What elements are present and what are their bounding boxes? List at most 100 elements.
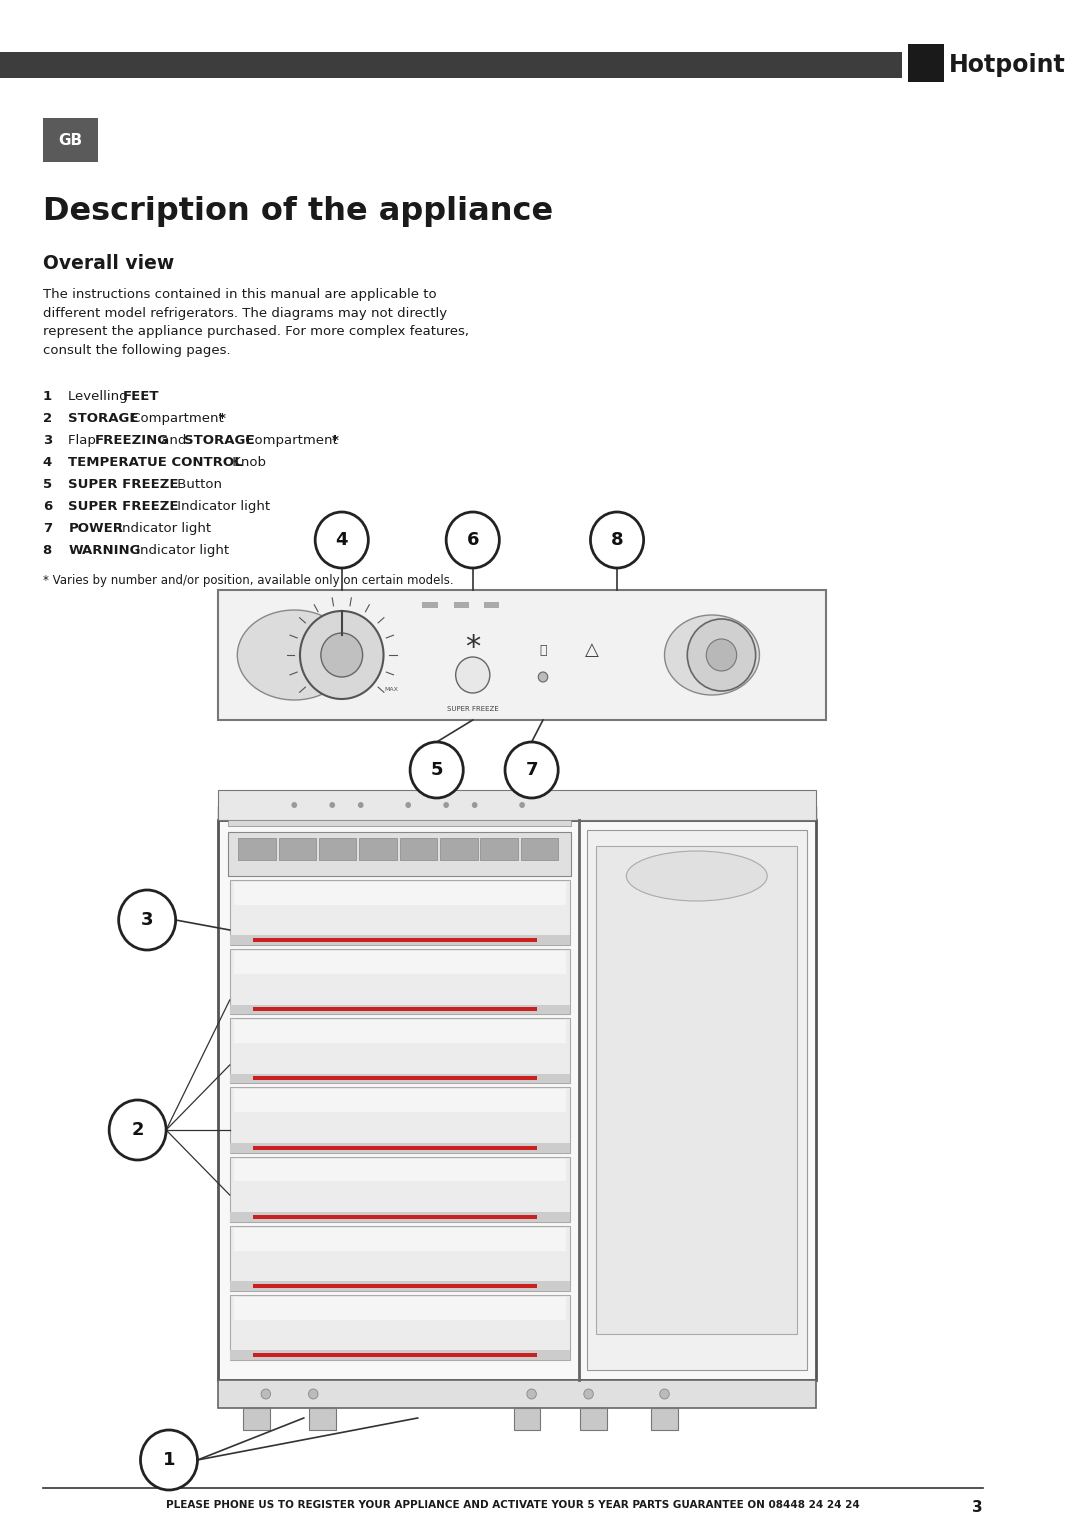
Text: Flap: Flap — [68, 434, 100, 448]
Bar — [218, 790, 816, 821]
Text: MAX: MAX — [384, 688, 399, 692]
Bar — [233, 950, 566, 973]
Circle shape — [292, 802, 297, 808]
Circle shape — [527, 1389, 537, 1400]
Bar — [514, 1407, 540, 1430]
Bar — [228, 821, 571, 827]
Text: *: * — [465, 633, 481, 662]
Text: SUPER FREEZE: SUPER FREEZE — [447, 706, 499, 712]
Bar — [0, 52, 902, 78]
Bar — [230, 1004, 569, 1015]
Circle shape — [584, 1389, 593, 1400]
Bar — [230, 1143, 569, 1152]
Bar — [651, 1407, 678, 1430]
Bar — [253, 1284, 538, 1288]
Bar — [233, 1227, 566, 1250]
Bar — [233, 882, 566, 905]
Circle shape — [591, 512, 644, 568]
Text: FEET: FEET — [122, 390, 159, 403]
Bar — [230, 1074, 569, 1083]
Circle shape — [315, 512, 368, 568]
Bar — [454, 602, 469, 608]
Ellipse shape — [664, 614, 759, 695]
Circle shape — [261, 1389, 271, 1400]
Bar — [319, 837, 356, 860]
Text: 4: 4 — [43, 455, 52, 469]
Bar — [484, 602, 499, 608]
Bar — [521, 837, 558, 860]
Bar — [440, 837, 477, 860]
Text: 5: 5 — [43, 478, 52, 490]
Bar — [233, 1158, 566, 1181]
Circle shape — [321, 633, 363, 677]
Bar — [310, 1407, 336, 1430]
Circle shape — [706, 639, 737, 671]
Text: 1: 1 — [43, 390, 52, 403]
Text: Levelling: Levelling — [68, 390, 132, 403]
Circle shape — [109, 1100, 166, 1160]
Text: 2: 2 — [43, 413, 52, 425]
Circle shape — [505, 743, 558, 798]
Bar — [230, 1088, 569, 1152]
Text: SUPER FREEZE: SUPER FREEZE — [68, 478, 179, 490]
Text: *: * — [333, 434, 339, 448]
Ellipse shape — [626, 851, 767, 902]
Text: STORAGE: STORAGE — [185, 434, 255, 448]
Circle shape — [660, 1389, 670, 1400]
Bar — [253, 1146, 538, 1149]
Bar — [481, 837, 517, 860]
Text: POWER: POWER — [68, 523, 123, 535]
Text: 4: 4 — [336, 532, 348, 549]
Bar — [239, 837, 275, 860]
Bar — [230, 949, 569, 1015]
Bar — [253, 938, 538, 943]
Circle shape — [410, 743, 463, 798]
Text: TEMPERATUE CONTROL: TEMPERATUE CONTROL — [68, 455, 243, 469]
Bar — [230, 1018, 569, 1083]
Text: 8: 8 — [43, 544, 52, 558]
Text: 3: 3 — [972, 1500, 983, 1514]
Bar — [43, 118, 98, 162]
Bar — [596, 847, 797, 1334]
Bar — [279, 837, 316, 860]
Bar — [253, 1352, 538, 1357]
Text: GB: GB — [58, 133, 82, 148]
Bar — [253, 1007, 538, 1012]
Text: Indicator light: Indicator light — [113, 523, 211, 535]
Bar — [253, 1076, 538, 1080]
Bar — [218, 821, 816, 1380]
Bar — [233, 1089, 566, 1112]
Text: Button: Button — [173, 478, 221, 490]
Text: MIN
OFF: MIN OFF — [286, 688, 298, 698]
Bar — [580, 1407, 607, 1430]
Text: ⏻: ⏻ — [539, 643, 546, 657]
Circle shape — [119, 889, 176, 950]
Text: △: △ — [585, 642, 599, 659]
Bar — [230, 880, 569, 946]
Circle shape — [405, 802, 411, 808]
Circle shape — [687, 619, 756, 691]
Circle shape — [140, 1430, 198, 1490]
Text: 8: 8 — [610, 532, 623, 549]
Text: STORAGE: STORAGE — [68, 413, 139, 425]
Bar — [230, 935, 569, 946]
Bar — [228, 833, 571, 876]
Bar — [218, 1380, 816, 1407]
Circle shape — [300, 611, 383, 698]
Text: 2: 2 — [132, 1122, 144, 1138]
Text: 6: 6 — [467, 532, 480, 549]
Text: 1: 1 — [163, 1452, 175, 1468]
Bar — [230, 1225, 569, 1291]
Text: The instructions contained in this manual are applicable to
different model refr: The instructions contained in this manua… — [43, 287, 469, 356]
Text: Description of the appliance: Description of the appliance — [43, 196, 553, 228]
Circle shape — [357, 802, 364, 808]
Bar — [230, 1294, 569, 1360]
Text: Knob: Knob — [228, 455, 266, 469]
Bar — [907, 44, 944, 83]
Bar — [218, 805, 816, 821]
Bar — [400, 837, 437, 860]
Text: Compartment: Compartment — [241, 434, 338, 448]
Text: and: and — [157, 434, 190, 448]
Bar — [230, 1351, 569, 1360]
Text: 7: 7 — [525, 761, 538, 779]
